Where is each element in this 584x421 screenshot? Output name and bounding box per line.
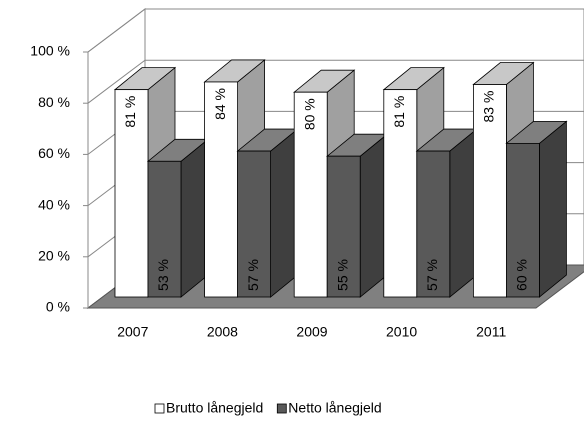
- y-tick-label: 60 %: [38, 145, 70, 161]
- legend-swatch: [154, 403, 165, 414]
- bar: [416, 150, 451, 298]
- x-tick-label: 2009: [296, 324, 327, 340]
- value-label: 53 %: [155, 259, 171, 291]
- value-label: 83 %: [481, 91, 497, 123]
- bar: [147, 160, 182, 298]
- y-tick-label: 20 %: [38, 248, 70, 264]
- y-tick-label: 100 %: [30, 43, 70, 59]
- bar-side: [359, 133, 388, 298]
- grid-line: [87, 59, 584, 104]
- value-label: 81 %: [122, 96, 138, 128]
- y-tick-label: 80 %: [38, 94, 70, 110]
- bar: [505, 142, 540, 298]
- x-tick-label: 2008: [207, 324, 238, 340]
- legend-label: Netto lånegjeld: [288, 400, 381, 416]
- y-tick-label: 40 %: [38, 196, 70, 212]
- x-tick-label: 2007: [117, 324, 148, 340]
- legend-label: Brutto lånegjeld: [166, 400, 263, 416]
- bar: [237, 150, 272, 298]
- value-label: 60 %: [514, 259, 530, 291]
- grid-line: [87, 8, 584, 53]
- bar: [293, 91, 328, 298]
- bar-side: [180, 138, 209, 298]
- x-tick-label: 2011: [476, 324, 506, 340]
- legend-swatch: [276, 403, 287, 414]
- value-label: 84 %: [212, 88, 228, 120]
- value-label: 55 %: [334, 259, 350, 291]
- bar-side: [270, 128, 299, 298]
- x-tick-label: 2010: [386, 324, 417, 340]
- bar-side: [539, 120, 567, 298]
- value-label: 81 %: [391, 96, 407, 128]
- value-label: 57 %: [245, 259, 261, 291]
- y-tick-label: 0 %: [46, 299, 70, 315]
- bar-side: [449, 128, 478, 298]
- value-label: 57 %: [424, 259, 440, 291]
- bar: [204, 81, 239, 298]
- bar: [472, 84, 507, 298]
- value-label: 80 %: [301, 98, 317, 130]
- bar: [326, 155, 361, 298]
- bar: [114, 89, 149, 298]
